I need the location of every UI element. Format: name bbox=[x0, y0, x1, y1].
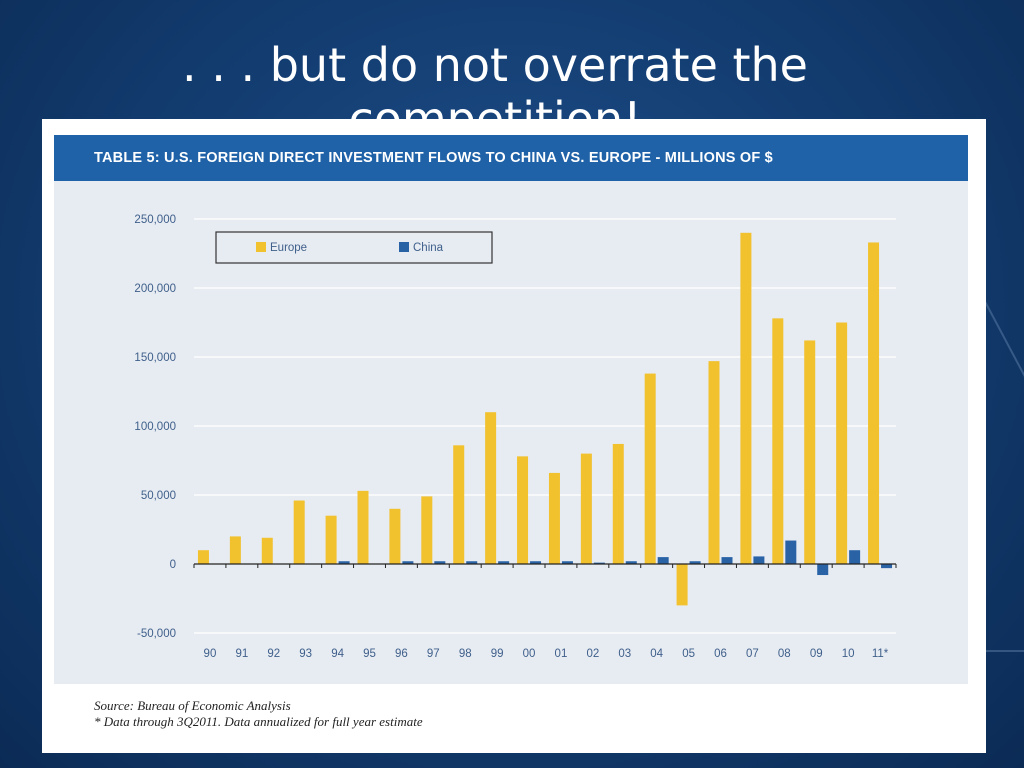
legend-swatch-europe bbox=[256, 242, 266, 252]
bars-layer bbox=[197, 232, 893, 606]
bar-europe-07 bbox=[740, 232, 752, 565]
x-tick-label: 07 bbox=[746, 648, 759, 660]
bar-china-05 bbox=[689, 561, 701, 564]
chart-figure: TABLE 5: U.S. FOREIGN DIRECT INVESTMENT … bbox=[42, 119, 986, 753]
bar-europe-06 bbox=[708, 361, 720, 564]
footnote: * Data through 3Q2011. Data annualized f… bbox=[94, 714, 423, 729]
bar-europe-90 bbox=[197, 550, 209, 564]
bar-europe-94 bbox=[325, 515, 337, 564]
bar-europe-93 bbox=[293, 500, 305, 564]
x-tick-label: 97 bbox=[427, 648, 440, 660]
x-tick-label: 91 bbox=[235, 648, 248, 660]
bar-china-98 bbox=[466, 561, 478, 564]
chart-panel: -50,000 0 50,000 100,000 150,000 200,000 250,0… bbox=[54, 181, 968, 684]
bar-china-11* bbox=[881, 564, 893, 569]
bar-europe-96 bbox=[389, 508, 401, 564]
bar-europe-92 bbox=[261, 537, 273, 564]
grid-layer bbox=[194, 218, 896, 634]
bar-europe-11* bbox=[868, 242, 880, 564]
bar-china-09 bbox=[817, 564, 829, 576]
bar-europe-04 bbox=[644, 373, 656, 564]
legend-box bbox=[215, 231, 493, 264]
y-tick-label: 0 bbox=[170, 559, 176, 571]
bar-europe-99 bbox=[485, 412, 497, 564]
x-tick-label: 90 bbox=[204, 648, 217, 660]
background-decor-line bbox=[986, 650, 1024, 652]
bar-europe-91 bbox=[229, 536, 241, 564]
bar-china-00 bbox=[530, 561, 542, 564]
bar-china-08 bbox=[785, 540, 797, 564]
bar-europe-03 bbox=[612, 443, 624, 564]
legend: Europe China bbox=[215, 231, 493, 264]
x-tick-label: 99 bbox=[491, 648, 504, 660]
bar-china-94 bbox=[338, 561, 350, 564]
x-tick-label: 98 bbox=[459, 648, 472, 660]
x-tick-label: 11* bbox=[872, 648, 889, 660]
x-tick-label: 93 bbox=[299, 648, 312, 660]
x-tick-label: 00 bbox=[523, 648, 536, 660]
x-tick-label: 09 bbox=[810, 648, 823, 660]
y-tick-label: 250,000 bbox=[134, 214, 176, 226]
x-tick-label: 95 bbox=[363, 648, 376, 660]
table-header: TABLE 5: U.S. FOREIGN DIRECT INVESTMENT … bbox=[54, 135, 968, 181]
x-tick-label: 03 bbox=[618, 648, 631, 660]
x-tick-label: 05 bbox=[682, 648, 695, 660]
x-tick-label: 01 bbox=[555, 648, 568, 660]
bar-china-10 bbox=[849, 550, 861, 564]
legend-swatch-china bbox=[399, 242, 409, 252]
bar-europe-05 bbox=[676, 564, 688, 606]
bar-china-96 bbox=[402, 561, 414, 564]
bar-europe-00 bbox=[517, 456, 529, 564]
bar-china-06 bbox=[721, 557, 733, 564]
x-tick-label: 02 bbox=[586, 648, 599, 660]
axis-layer: -50,000 0 50,000 100,000 150,000 200,000 250,0… bbox=[134, 214, 897, 660]
bar-chart: -50,000 0 50,000 100,000 150,000 200,000 250,0… bbox=[134, 214, 897, 660]
bar-europe-02 bbox=[580, 453, 592, 564]
y-tick-label: 200,000 bbox=[134, 283, 176, 295]
bar-europe-09 bbox=[804, 340, 816, 564]
legend-label-china: China bbox=[413, 242, 444, 254]
bar-europe-95 bbox=[357, 490, 369, 564]
x-tick-label: 04 bbox=[650, 648, 663, 660]
x-tick-label: 10 bbox=[842, 648, 855, 660]
legend-label-europe: Europe bbox=[270, 242, 307, 254]
bar-china-07 bbox=[753, 556, 765, 564]
source-note: Source: Bureau of Economic Analysis bbox=[94, 698, 291, 713]
y-tick-label: -50,000 bbox=[137, 628, 176, 640]
bar-china-99 bbox=[498, 561, 510, 564]
x-tick-label: 94 bbox=[331, 648, 344, 660]
bar-china-01 bbox=[561, 561, 573, 564]
y-tick-label: 150,000 bbox=[134, 352, 176, 364]
bar-china-03 bbox=[625, 561, 637, 564]
x-tick-label: 92 bbox=[267, 648, 280, 660]
bar-china-04 bbox=[657, 557, 669, 564]
bar-europe-97 bbox=[421, 496, 433, 564]
bar-europe-08 bbox=[772, 318, 784, 564]
x-tick-label: 06 bbox=[714, 648, 727, 660]
y-tick-label: 50,000 bbox=[141, 490, 176, 502]
bar-europe-01 bbox=[548, 472, 560, 564]
x-tick-label: 96 bbox=[395, 648, 408, 660]
y-tick-label: 100,000 bbox=[134, 421, 176, 433]
bar-europe-10 bbox=[836, 322, 848, 564]
x-tick-label: 08 bbox=[778, 648, 791, 660]
bar-china-97 bbox=[434, 561, 446, 564]
bar-europe-98 bbox=[453, 445, 465, 564]
